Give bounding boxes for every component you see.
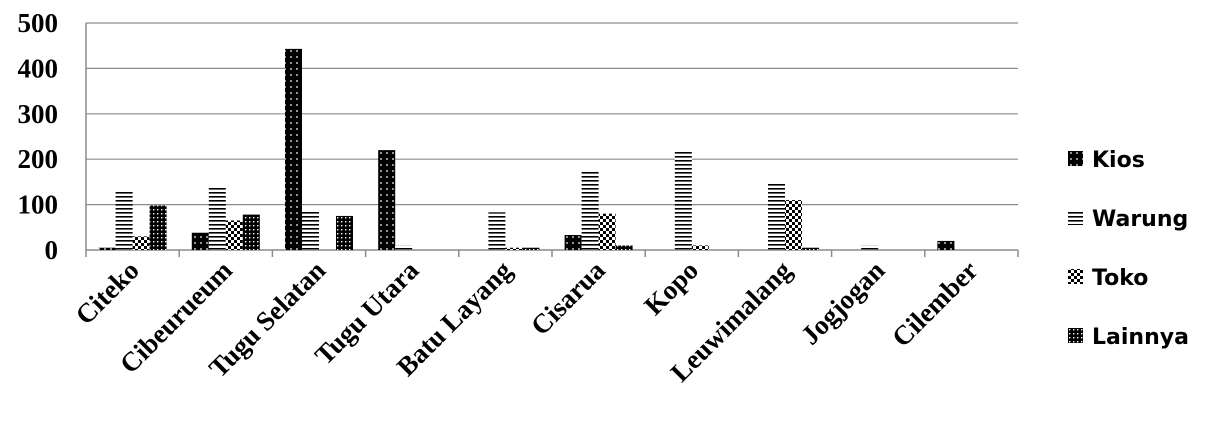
y-tick-label: 500 (18, 8, 59, 38)
bar-lainnya-tugu-selatan (336, 215, 353, 250)
bar-warung-jogjogan (861, 245, 879, 250)
legend-swatch-toko (1068, 269, 1083, 284)
y-tick-label: 200 (18, 144, 59, 174)
y-tick-label: 100 (18, 190, 59, 220)
legend-label: Toko (1092, 266, 1148, 291)
category-label: Jogjogan (795, 255, 890, 350)
y-tick-label: 300 (18, 99, 59, 129)
y-tick-labels: 0 100 200 300 400 500 (18, 8, 59, 265)
bar-warung-batu-layang (488, 212, 506, 250)
legend-label: Kios (1092, 148, 1145, 173)
bar-toko-cisarua (598, 213, 616, 250)
bar-toko-leuwimalang (785, 200, 802, 250)
category-label: Kopo (638, 255, 704, 321)
bar-toko-citeko (132, 236, 150, 250)
category-label: Cilember (886, 255, 984, 353)
bar-kios-citeko (98, 247, 116, 250)
legend-label: Warung (1092, 207, 1188, 232)
legend-label: Lainnya (1092, 325, 1189, 350)
y-tick-label: 400 (18, 53, 59, 83)
bar-lainnya-cibeurueum (242, 214, 260, 250)
bar-kios-cilember (937, 240, 955, 250)
bar-lainnya-batu-layang (522, 247, 540, 250)
bar-warung-cibeurueum (208, 187, 226, 250)
bar-lainnya-leuwimalang (802, 247, 819, 250)
legend: Kios Warung Toko Lainnya (1068, 148, 1189, 350)
bar-lainnya-cisarua (615, 245, 633, 250)
bar-kios-tugu-selatan (285, 48, 302, 251)
bar-warung-tugu-utara (395, 245, 413, 250)
bar-kios-cibeurueum (191, 232, 209, 250)
bar-warung-leuwimalang (768, 183, 785, 250)
bar-kios-cisarua (564, 235, 582, 250)
bar-warung-tugu-selatan (302, 211, 319, 250)
legend-swatch-warung (1068, 210, 1083, 225)
legend-swatch-lainnya (1068, 328, 1083, 343)
bar-toko-cibeurueum (225, 220, 243, 250)
bar-toko-batu-layang (505, 247, 523, 250)
bar-toko-kopo (691, 245, 709, 250)
bar-warung-citeko (115, 191, 133, 250)
category-label: Cisarua (525, 255, 611, 341)
y-tick-label: 0 (45, 235, 59, 265)
bars (98, 48, 955, 251)
category-label: Citeko (70, 255, 145, 330)
legend-swatch-kios (1068, 151, 1083, 166)
bar-lainnya-citeko (149, 205, 167, 250)
bar-kios-tugu-utara (378, 150, 396, 250)
gridlines (86, 22, 1018, 206)
bar-warung-cisarua (581, 171, 599, 250)
bar-warung-kopo (674, 151, 692, 250)
